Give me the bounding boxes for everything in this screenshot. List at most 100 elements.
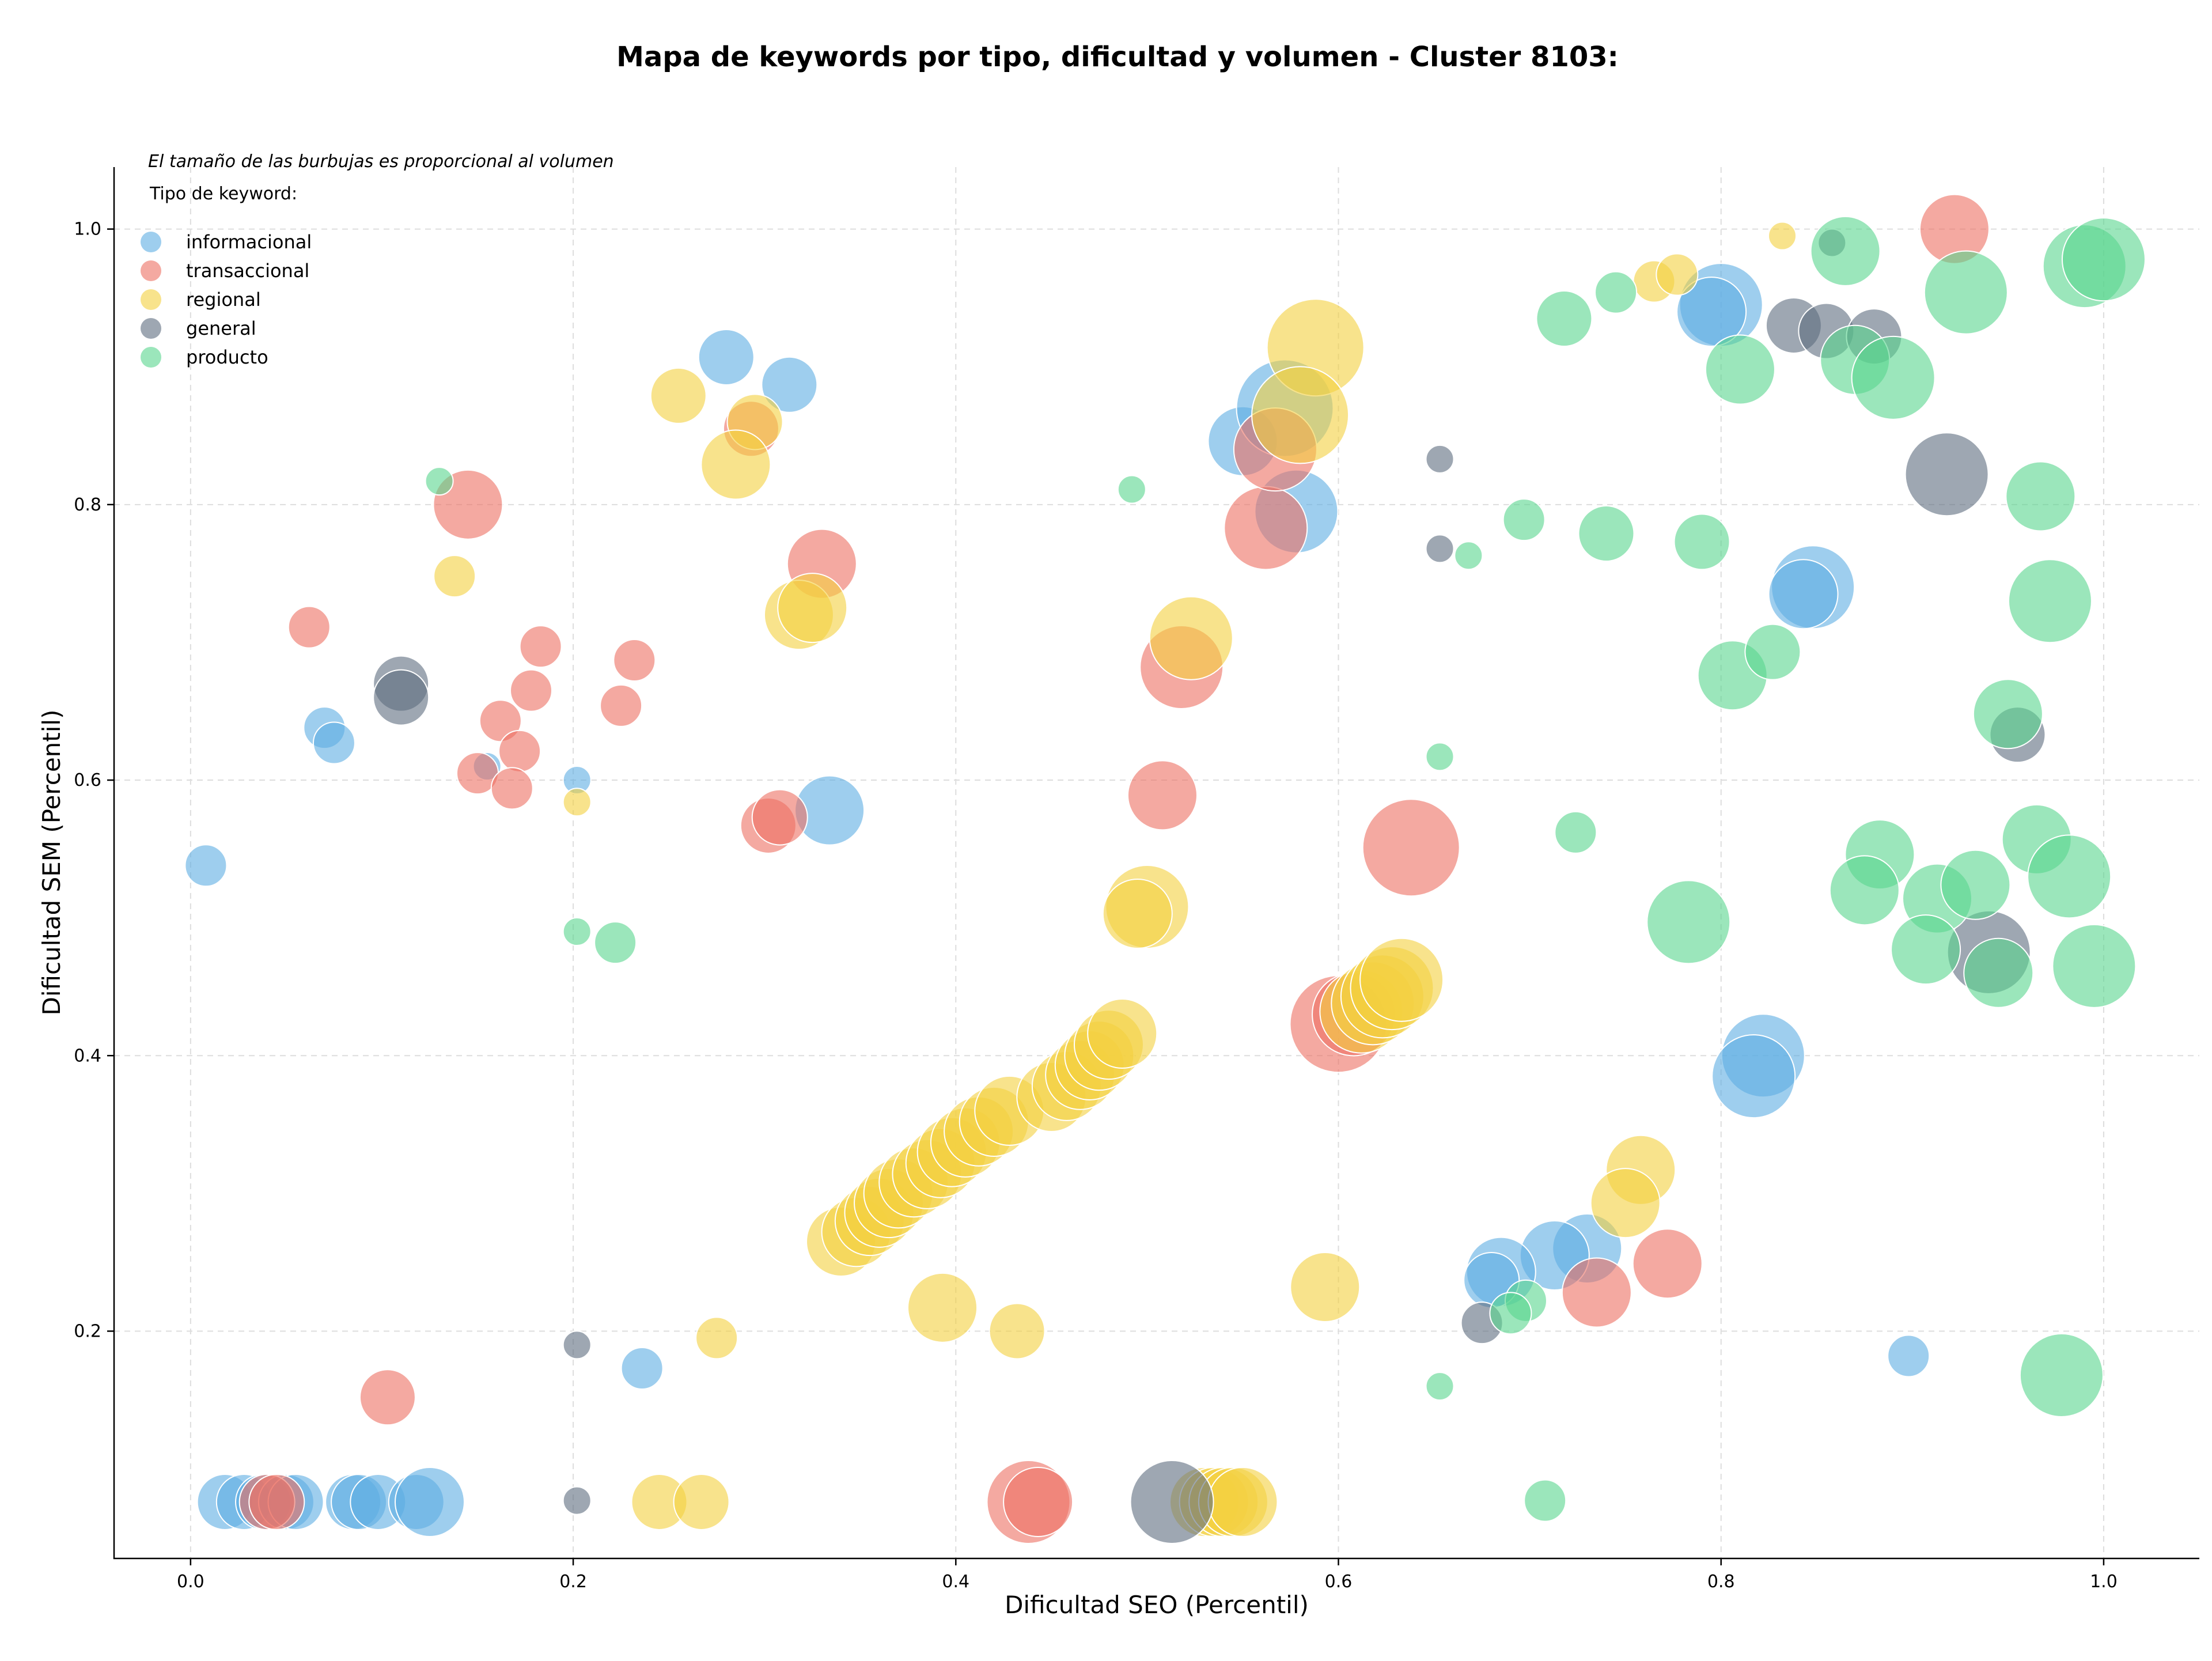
bubble-producto [1829, 855, 1900, 926]
x-axis-label: Dificultad SEO (Percentil) [1005, 1591, 1309, 1619]
y-tick-label: 0.2 [74, 1321, 101, 1341]
bubble-producto [1425, 1372, 1455, 1401]
bubble-informacional [698, 328, 755, 385]
bubble-transaccional [498, 729, 541, 773]
x-tick-label: 0.0 [177, 1572, 204, 1592]
bubble-regional [1102, 878, 1173, 949]
bubble-informacional [1768, 559, 1839, 630]
x-tick-label: 1.0 [2090, 1572, 2118, 1592]
chart-title: Mapa de keywords por tipo, dificultad y … [616, 41, 1619, 73]
legend-marker-producto [141, 347, 161, 368]
legend-marker-transaccional [141, 260, 161, 281]
legend-label-transaccional: transaccional [186, 260, 309, 282]
bubble-regional [1149, 596, 1233, 680]
bubble-producto [594, 921, 637, 964]
bubble-regional [695, 1316, 738, 1360]
bubble-layer [184, 194, 2146, 1544]
bubble-transaccional [359, 1369, 416, 1426]
bubble-producto [1425, 742, 1455, 771]
bubble-producto [1454, 541, 1483, 570]
tick-layer: 0.0 0.2 0.4 0.6 0.8 1.0 0.2 0.4 0.6 0.8 1.0 [74, 220, 2118, 1592]
bubble-transaccional [1127, 760, 1198, 831]
bubble-general [1130, 1459, 1214, 1544]
bubble-producto [1646, 880, 1731, 964]
bubble-transaccional [490, 767, 533, 810]
bubble-general [1425, 444, 1455, 474]
x-tick-label: 0.8 [1707, 1572, 1735, 1592]
bubble-producto [2008, 559, 2092, 644]
bubble-producto [562, 917, 592, 947]
bubble-regional [673, 1473, 730, 1530]
y-tick-label: 0.6 [74, 770, 101, 790]
bubble-producto [2027, 834, 2112, 919]
bubble-producto [1851, 335, 1936, 420]
bubble-producto [1594, 271, 1638, 314]
legend-label-informacional: informacional [186, 231, 312, 253]
bubble-regional [1087, 998, 1158, 1069]
bubble-general [1425, 534, 1455, 563]
bubble-informacional [184, 844, 228, 887]
bubble-producto [2052, 924, 2137, 1008]
bubble-producto [2061, 217, 2146, 302]
bubble-regional [1290, 1251, 1361, 1322]
bubble-informacional [1676, 277, 1747, 347]
y-tick-label: 0.4 [74, 1046, 101, 1066]
bubble-informacional [1711, 1034, 1796, 1119]
bubble-regional [562, 788, 592, 817]
y-tick-label: 0.8 [74, 495, 101, 515]
bubble-transaccional [248, 1473, 305, 1530]
bubble-transaccional [600, 684, 643, 727]
bubble-producto [1554, 811, 1597, 854]
y-axis-label: Dificultad SEM (Percentil) [37, 710, 66, 1016]
bubble-producto [2005, 461, 2076, 532]
legend-label-producto: producto [186, 346, 268, 368]
bubble-transaccional [519, 625, 562, 668]
bubble-informacional [394, 1466, 465, 1537]
legend-marker-general [141, 318, 161, 339]
bubble-producto [1705, 334, 1775, 405]
bubble-producto [1810, 215, 1881, 286]
bubble-transaccional [1362, 799, 1460, 897]
bubble-producto [1972, 679, 2043, 750]
bubble-producto [1524, 1479, 1567, 1522]
bubble-transaccional [751, 789, 808, 846]
bubble-regional [650, 367, 707, 424]
bubble-regional [1656, 253, 1699, 296]
bubble-regional [988, 1303, 1046, 1360]
bubble-producto [1489, 1292, 1532, 1335]
bubble-regional [433, 555, 476, 598]
bubble-regional [700, 429, 771, 500]
bubble-transaccional [1632, 1228, 1703, 1299]
axes [113, 167, 2199, 1560]
bubble-producto [1963, 937, 2034, 1008]
bubble-informacional [761, 356, 818, 413]
axis-spines [113, 167, 2199, 1560]
bubble-regional [1768, 221, 1797, 251]
bubble-producto [1923, 250, 2008, 335]
bubble-producto [1117, 475, 1146, 504]
bubble-producto [2019, 1333, 2104, 1417]
legend-marker-regional [141, 289, 161, 310]
bubble-regional [907, 1272, 978, 1343]
bubble-producto [1891, 914, 1961, 985]
bubble-size-note: El tamaño de las burbujas es proporciona… [148, 152, 614, 172]
bubble-transaccional [613, 639, 656, 682]
bubble-regional [777, 573, 848, 644]
bubble-informacional [312, 721, 355, 765]
bubble-informacional [620, 1347, 664, 1390]
bubble-transaccional [287, 606, 331, 649]
bubble-regional [1590, 1168, 1661, 1239]
legend-title: Tipo de keyword: [149, 184, 297, 204]
bubble-regional [1251, 366, 1350, 464]
legend: Tipo de keyword: informacional transaccio… [141, 184, 312, 368]
bubble-general [562, 1330, 592, 1360]
bubble-general [562, 1486, 592, 1515]
bubble-producto [1673, 513, 1730, 570]
bubble-producto [1536, 290, 1593, 347]
bubble-producto [1578, 505, 1635, 562]
bubble-transaccional [1003, 1466, 1074, 1537]
bubble-regional [1207, 1466, 1278, 1537]
bubble-producto [1744, 623, 1801, 680]
bubble-producto [1502, 498, 1546, 542]
